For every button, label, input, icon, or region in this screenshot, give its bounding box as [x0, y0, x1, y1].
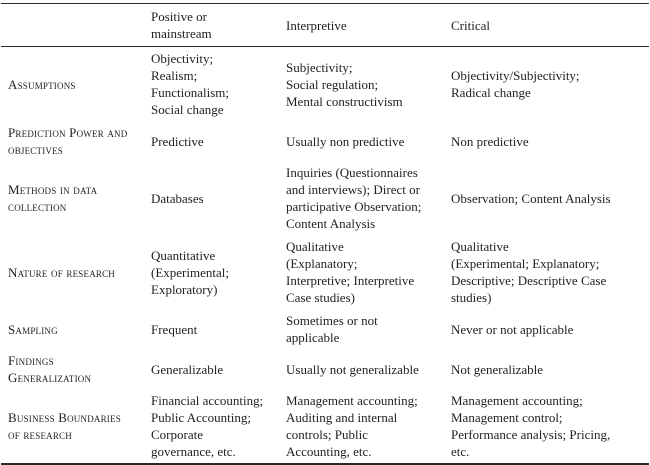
- research-paradigms-table: Positive or mainstream Interpretive Crit…: [1, 3, 649, 465]
- table-cell: Management accounting; Auditing and inte…: [286, 393, 418, 459]
- table-cell: Objectivity/Subjectivity; Radical change: [451, 68, 580, 100]
- table-row: Assumptions Objectivity; Realism; Functio…: [1, 47, 649, 122]
- table-cell: Usually non predictive: [286, 133, 405, 149]
- header-cell-interpretive: Interpretive: [286, 3, 451, 47]
- header-cell-critical: Critical: [451, 3, 649, 47]
- row-label: Methods in data collection: [8, 182, 98, 214]
- table-cell: Never or not applicable: [451, 321, 574, 337]
- table-cell: Sometimes or not applicable: [286, 313, 378, 345]
- row-label: Nature of research: [8, 264, 116, 280]
- table-row: Business Boundaries of research Financial…: [1, 389, 649, 464]
- table-cell: Objectivity; Realism; Functionalism; Soc…: [151, 51, 229, 117]
- table-cell: Observation; Content Analysis: [451, 190, 611, 206]
- table-cell: Subjectivity; Social regulation; Mental …: [286, 59, 403, 109]
- table-cell: Non predictive: [451, 133, 529, 149]
- table-row: Nature of research Quantitative (Experime…: [1, 235, 649, 309]
- header-cell-positive: Positive or mainstream: [151, 3, 286, 47]
- row-label: Sampling: [8, 321, 58, 337]
- header-row: Positive or mainstream Interpretive Crit…: [1, 3, 649, 47]
- table-cell: Usually not generalizable: [286, 361, 419, 377]
- table-cell: Databases: [151, 190, 204, 206]
- table-cell: Frequent: [151, 321, 198, 337]
- table-cell: Management accounting; Management contro…: [451, 393, 611, 459]
- table-cell: Predictive: [151, 133, 204, 149]
- table-cell: Qualitative (Explanatory; Interpretive; …: [286, 239, 415, 305]
- row-label: Prediction Power and objectives: [8, 125, 128, 157]
- table-row: Sampling Frequent Sometimes or not applica…: [1, 309, 649, 349]
- table-header: Positive or mainstream Interpretive Crit…: [1, 3, 649, 47]
- row-label: Business Boundaries of research: [8, 410, 121, 442]
- header-cell-empty: [1, 3, 151, 47]
- table-row: Findings Generalization Generalizable Usua…: [1, 349, 649, 389]
- row-label: Assumptions: [8, 76, 76, 92]
- table-cell: Qualitative (Experimental; Explanatory; …: [451, 239, 607, 305]
- table-cell: Financial accounting; Public Accounting;…: [151, 393, 264, 459]
- table-body: Assumptions Objectivity; Realism; Functio…: [1, 47, 649, 465]
- table-row: Methods in data collection Databases Inqui…: [1, 161, 649, 235]
- table-cell: Not generalizable: [451, 361, 544, 377]
- row-label: Findings Generalization: [8, 353, 92, 385]
- table-cell: Inquiries (Questionnaires and interviews…: [286, 165, 422, 231]
- table-cell: Quantitative (Experimental; Exploratory): [151, 247, 229, 297]
- table-row: Prediction Power and objectives Predictiv…: [1, 121, 649, 161]
- table-cell: Generalizable: [151, 361, 224, 377]
